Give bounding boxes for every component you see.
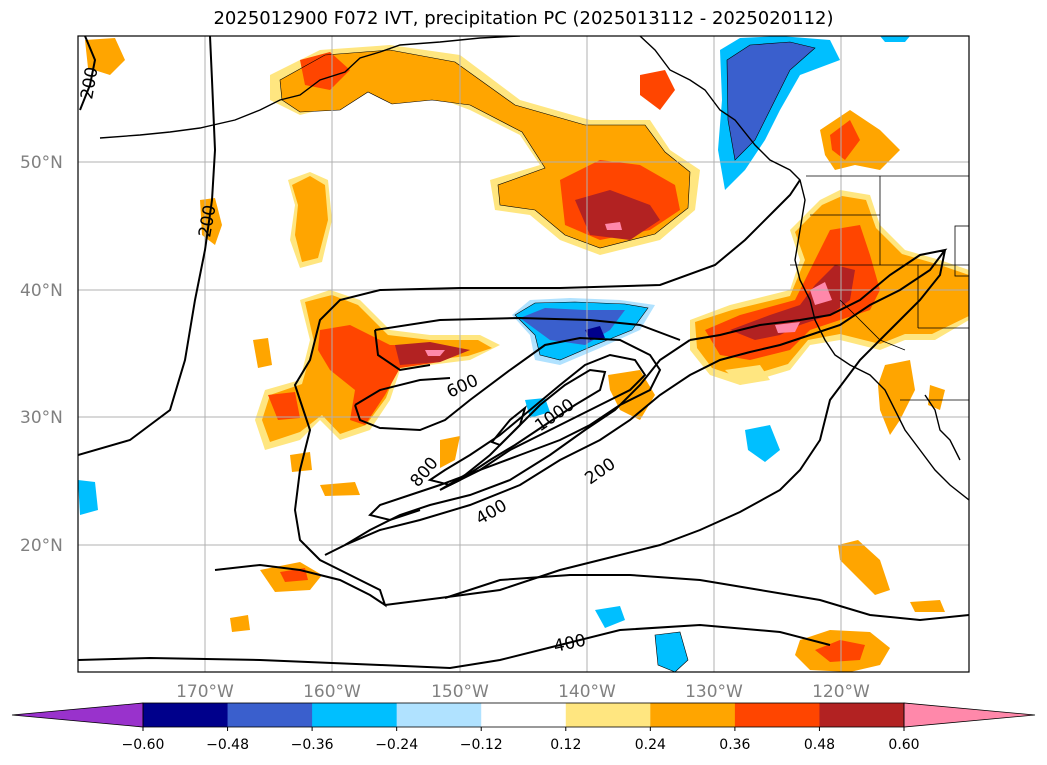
- lon-label-140w: 140°W: [558, 682, 616, 702]
- lon-label-170w: 170°W: [176, 682, 234, 702]
- colorbar-segment: [565, 703, 651, 727]
- lat-label-40n: 40°N: [20, 281, 63, 301]
- map-title: 2025012900 F072 IVT, precipitation PC (2…: [213, 8, 834, 29]
- lat-label-20n: 20°N: [20, 536, 63, 556]
- lon-label-120w: 120°W: [812, 682, 870, 702]
- colorbar-tick-label: 0.60: [888, 737, 919, 753]
- colorbar-tick-label: −0.24: [375, 737, 418, 753]
- colorbar-tick-label: 0.36: [719, 737, 750, 753]
- lat-label-30n: 30°N: [20, 408, 63, 428]
- colorbar-tick-label: 0.24: [635, 737, 666, 753]
- colorbar-tick-label: 0.12: [550, 737, 581, 753]
- colorbar-tick-label: 0.48: [804, 737, 835, 753]
- colorbar-extend-high: [904, 703, 1035, 727]
- ivt-contours: [78, 36, 969, 670]
- map-panel: [78, 36, 969, 672]
- map-border: [77, 35, 970, 673]
- colorbar-segment: [481, 703, 567, 727]
- lon-label-160w: 160°W: [303, 682, 361, 702]
- colorbar-tick-label: −0.36: [291, 737, 334, 753]
- lat-label-50n: 50°N: [20, 153, 63, 173]
- colorbar-segment: [819, 703, 905, 727]
- coastlines: [99, 36, 969, 501]
- colorbar: −0.60 −0.48 −0.36 −0.24 −0.12 0.12 0.24 0.36 0.4…: [11, 702, 1036, 753]
- shading-outlines: [279, 41, 816, 672]
- colorbar-extend-low: [12, 703, 143, 727]
- colorbar-segment: [312, 703, 398, 727]
- graticule: [78, 36, 969, 672]
- lon-label-150w: 150°W: [431, 682, 489, 702]
- colorbar-segment: [650, 703, 736, 727]
- colorbar-segment: [396, 703, 482, 727]
- colorbar-segment: [227, 703, 313, 727]
- colorbar-tick-label: −0.60: [122, 737, 165, 753]
- colorbar-tick-label: −0.12: [460, 737, 503, 753]
- colorbar-tick-label: −0.48: [206, 737, 249, 753]
- lon-label-130w: 130°W: [685, 682, 743, 702]
- colorbar-segment: [734, 703, 820, 727]
- colorbar-segment: [143, 703, 229, 727]
